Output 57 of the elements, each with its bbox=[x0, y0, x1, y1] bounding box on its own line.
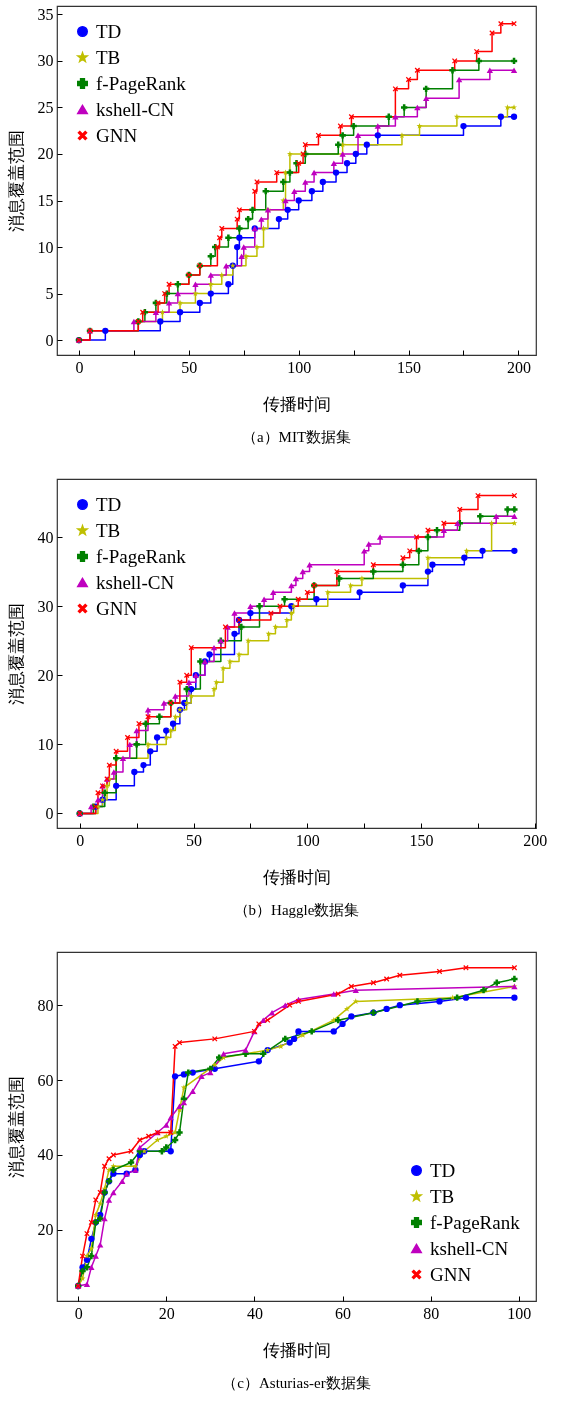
x-tick-label: 60 bbox=[335, 1304, 352, 1322]
legend-label: TB bbox=[430, 1185, 455, 1207]
legend-label: f-PageRank bbox=[430, 1211, 521, 1233]
legend-label: GNN bbox=[96, 124, 138, 146]
x-tick-label: 200 bbox=[523, 831, 548, 849]
y-axis-title: 消息覆盖范围 bbox=[6, 1076, 26, 1178]
y-tick-label: 35 bbox=[37, 5, 54, 23]
legend-label: TB bbox=[96, 519, 121, 541]
x-axis-title: 传播时间 bbox=[263, 394, 331, 414]
y-tick-label: 20 bbox=[37, 145, 54, 163]
text: （c）Asturias-er数据集 bbox=[222, 1375, 371, 1391]
y-tick-label: 30 bbox=[37, 52, 54, 70]
x-tick-label: 0 bbox=[75, 358, 84, 376]
legend-label: TD bbox=[430, 1159, 456, 1181]
x-tick-label: 100 bbox=[287, 358, 312, 376]
x-tick-label: 50 bbox=[186, 831, 203, 849]
legend-label: TD bbox=[96, 493, 122, 515]
y-tick-label: 40 bbox=[37, 528, 54, 546]
x-tick-label: 0 bbox=[76, 831, 85, 849]
x-tick-label: 40 bbox=[246, 1304, 263, 1322]
y-axis-title: 消息覆盖范围 bbox=[6, 130, 26, 232]
x-tick-label: 80 bbox=[423, 1304, 440, 1322]
legend-label: GNN bbox=[96, 597, 138, 619]
y-tick-label: 5 bbox=[45, 285, 54, 303]
x-tick-label: 100 bbox=[295, 831, 320, 849]
text: （a）MIT数据集 bbox=[241, 429, 352, 445]
y-tick-label: 0 bbox=[45, 804, 54, 822]
y-tick-label: 80 bbox=[37, 996, 54, 1014]
y-tick-label: 20 bbox=[37, 666, 54, 684]
x-tick-label: 20 bbox=[158, 1304, 175, 1322]
y-tick-label: 40 bbox=[37, 1146, 54, 1164]
x-tick-label: 200 bbox=[506, 358, 531, 376]
y-tick-label: 60 bbox=[37, 1071, 54, 1089]
legend-label: kshell-CN bbox=[96, 571, 175, 593]
y-tick-label: 25 bbox=[37, 98, 54, 116]
legend-label: GNN bbox=[430, 1263, 472, 1285]
x-tick-label: 0 bbox=[74, 1304, 83, 1322]
x-tick-label: 100 bbox=[507, 1304, 532, 1322]
legend-label: f-PageRank bbox=[96, 72, 187, 94]
legend-label: kshell-CN bbox=[96, 98, 175, 120]
y-tick-label: 15 bbox=[37, 192, 54, 210]
legend-label: TD bbox=[96, 20, 122, 42]
legend-label: f-PageRank bbox=[96, 545, 187, 567]
text: （b）Haggle数据集 bbox=[233, 902, 360, 918]
x-tick-label: 150 bbox=[409, 831, 434, 849]
x-axis-title: 传播时间 bbox=[263, 1340, 331, 1360]
y-tick-label: 10 bbox=[37, 238, 54, 256]
x-axis-title: 传播时间 bbox=[263, 867, 331, 887]
legend-label: kshell-CN bbox=[430, 1237, 509, 1259]
y-tick-label: 0 bbox=[45, 331, 54, 349]
y-tick-label: 10 bbox=[37, 735, 54, 753]
y-axis-title: 消息覆盖范围 bbox=[6, 603, 26, 705]
y-tick-label: 20 bbox=[37, 1221, 54, 1239]
x-tick-label: 150 bbox=[397, 358, 422, 376]
y-tick-label: 30 bbox=[37, 597, 54, 615]
x-tick-label: 50 bbox=[181, 358, 198, 376]
legend-label: TB bbox=[96, 46, 121, 68]
